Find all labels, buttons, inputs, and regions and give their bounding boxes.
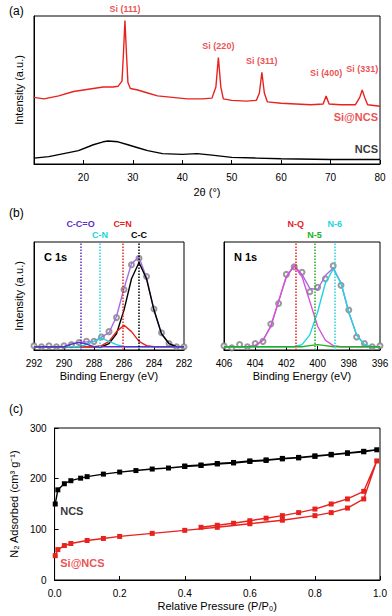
svg-text:(c): (c): [9, 402, 23, 416]
svg-text:400: 400: [309, 358, 326, 369]
svg-text:292: 292: [26, 358, 43, 369]
svg-text:(b): (b): [9, 206, 24, 220]
svg-text:0.6: 0.6: [243, 588, 257, 599]
svg-text:Si (311): Si (311): [246, 56, 278, 66]
svg-text:C=N: C=N: [113, 219, 131, 229]
svg-text:1.0: 1.0: [373, 588, 387, 599]
svg-text:Intensity (a.u.): Intensity (a.u.): [13, 261, 25, 331]
svg-text:60: 60: [276, 172, 288, 183]
svg-text:406: 406: [216, 358, 233, 369]
svg-text:0.4: 0.4: [178, 588, 192, 599]
svg-text:286: 286: [116, 358, 133, 369]
svg-text:0: 0: [41, 575, 47, 586]
svg-text:288: 288: [86, 358, 103, 369]
svg-text:N-5: N-5: [307, 230, 322, 240]
svg-text:C-N: C-N: [92, 230, 108, 240]
svg-text:300: 300: [30, 423, 47, 434]
svg-text:282: 282: [176, 358, 193, 369]
svg-text:Si (111): Si (111): [109, 4, 140, 14]
svg-text:2θ (°): 2θ (°): [193, 186, 220, 198]
svg-text:Si@NCS: Si@NCS: [60, 557, 104, 569]
svg-text:Si (220): Si (220): [202, 41, 234, 51]
svg-text:Si (331): Si (331): [346, 64, 378, 74]
svg-text:70: 70: [325, 172, 337, 183]
svg-text:N-Q: N-Q: [288, 219, 305, 229]
svg-text:30: 30: [127, 172, 139, 183]
svg-text:N 1s: N 1s: [234, 251, 257, 263]
svg-text:Binding Energy (eV): Binding Energy (eV): [253, 370, 351, 382]
svg-text:80: 80: [374, 172, 386, 183]
svg-text:396: 396: [372, 358, 389, 369]
svg-text:N-6: N-6: [328, 219, 343, 229]
svg-text:C-C=O: C-C=O: [66, 219, 94, 229]
svg-text:200: 200: [30, 473, 47, 484]
svg-text:100: 100: [30, 524, 47, 535]
svg-text:NCS: NCS: [60, 505, 83, 517]
svg-text:Binding Energy (eV): Binding Energy (eV): [60, 370, 158, 382]
svg-text:0.0: 0.0: [48, 588, 62, 599]
svg-text:290: 290: [56, 358, 73, 369]
svg-text:404: 404: [247, 358, 264, 369]
svg-text:50: 50: [226, 172, 238, 183]
svg-text:NCS: NCS: [355, 143, 378, 155]
svg-text:398: 398: [340, 358, 357, 369]
svg-text:0.2: 0.2: [113, 588, 127, 599]
svg-text:Si@NCS: Si@NCS: [334, 111, 378, 123]
svg-text:0.8: 0.8: [308, 588, 322, 599]
svg-text:C-C: C-C: [131, 230, 147, 240]
svg-text:C 1s: C 1s: [44, 251, 67, 263]
svg-text:(a): (a): [9, 4, 24, 18]
svg-text:402: 402: [278, 358, 295, 369]
svg-text:40: 40: [177, 172, 189, 183]
svg-text:N₂ Adsorbed (cm³ g⁻¹): N₂ Adsorbed (cm³ g⁻¹): [8, 450, 20, 557]
svg-text:Relative Pressure (P/P₀): Relative Pressure (P/P₀): [158, 600, 278, 612]
svg-text:20: 20: [78, 172, 90, 183]
svg-text:Si (400): Si (400): [310, 68, 342, 78]
svg-text:Intensity (a.u.): Intensity (a.u.): [13, 55, 25, 125]
svg-text:284: 284: [146, 358, 163, 369]
